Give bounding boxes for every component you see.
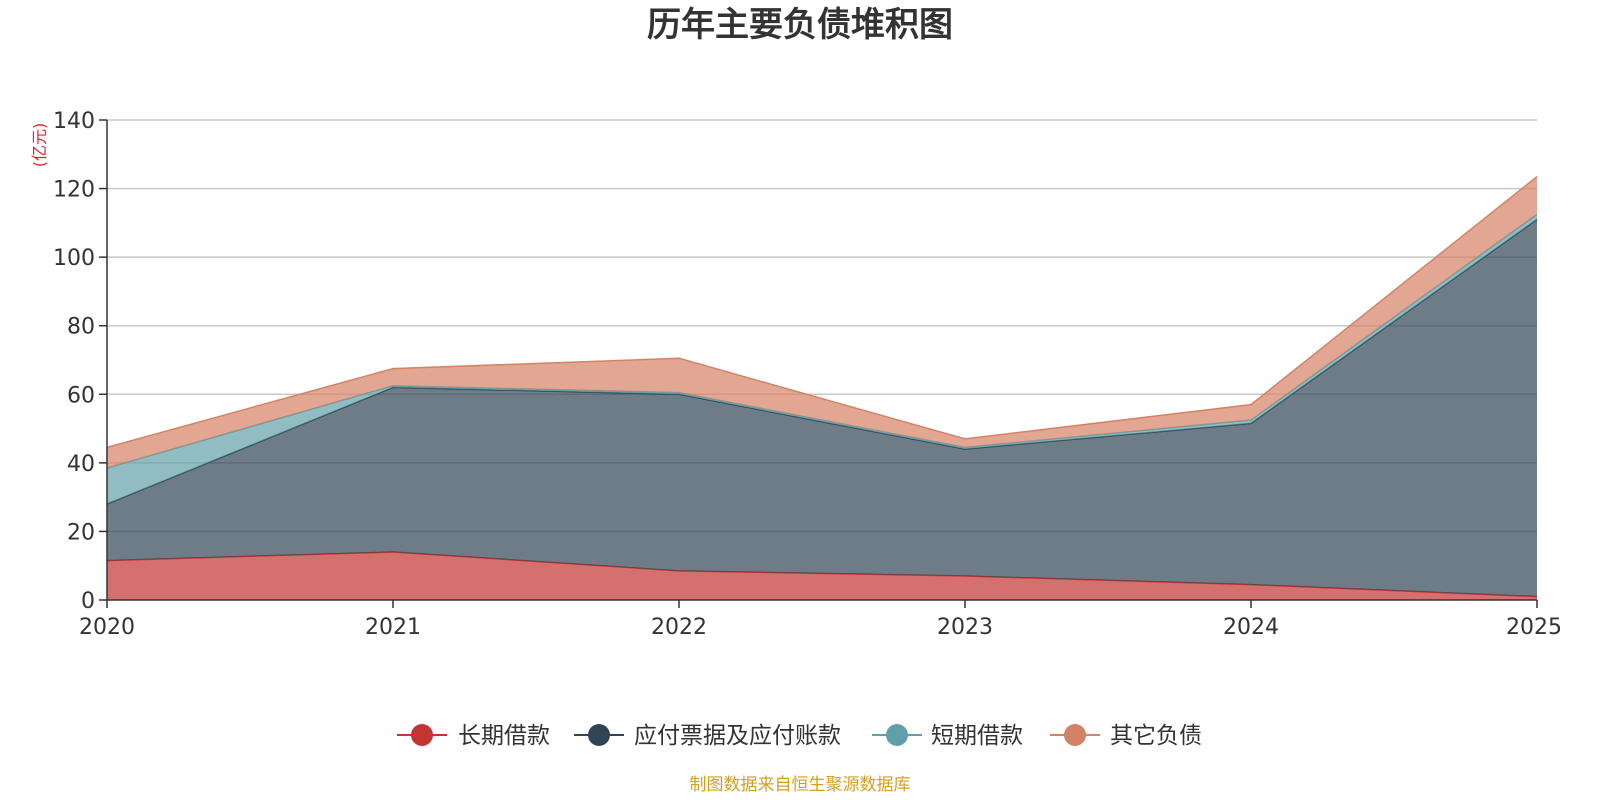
axes: 0 20 40 60 80 100 120 140 2020 2021 2022 2023 2024 20… (53, 109, 1562, 640)
y-tick-label: 0 (81, 589, 95, 614)
y-axis-unit-label: (亿元) (30, 123, 49, 168)
legend-label: 长期借款 (458, 723, 550, 749)
legend-marker (588, 724, 610, 746)
chart-title: 历年主要负债堆积图 (647, 5, 953, 45)
legend-item-2: 短期借款 (872, 723, 1023, 749)
legend-label: 其它负债 (1110, 723, 1202, 749)
area-series-line-3 (106, 176, 1538, 449)
y-tick-label: 60 (67, 383, 95, 408)
legend-marker (886, 724, 908, 746)
x-tick-label: 2022 (651, 615, 707, 640)
legend: 长期借款 应付票据及应付账款 短期借款 其它负债 (397, 723, 1202, 749)
x-tick-label: 2023 (937, 615, 993, 640)
legend-item-1: 应付票据及应付账款 (574, 723, 841, 749)
x-tick-label: 2021 (365, 615, 421, 640)
y-tick-label: 140 (53, 109, 95, 134)
area-series-1 (107, 219, 1537, 597)
legend-label: 短期借款 (931, 723, 1023, 749)
y-tick-label: 80 (67, 315, 95, 340)
legend-item-3: 其它负债 (1050, 723, 1202, 749)
legend-label: 应付票据及应付账款 (634, 723, 841, 749)
area-series-3 (107, 176, 1537, 468)
area-series-0 (107, 552, 1537, 600)
data-source-note: 制图数据来自恒生聚源数据库 (690, 775, 911, 795)
x-tick-label: 2025 (1506, 615, 1562, 640)
x-tick-label: 2024 (1223, 615, 1279, 640)
area-series (106, 176, 1538, 600)
y-tick-label: 100 (53, 246, 95, 271)
y-tick-label: 20 (67, 520, 95, 545)
legend-marker (1064, 724, 1086, 746)
y-tick-label: 40 (67, 452, 95, 477)
y-tick-label: 120 (53, 178, 95, 203)
x-tick-label: 2020 (79, 615, 135, 640)
legend-marker (411, 724, 433, 746)
legend-item-0: 长期借款 (397, 723, 550, 749)
